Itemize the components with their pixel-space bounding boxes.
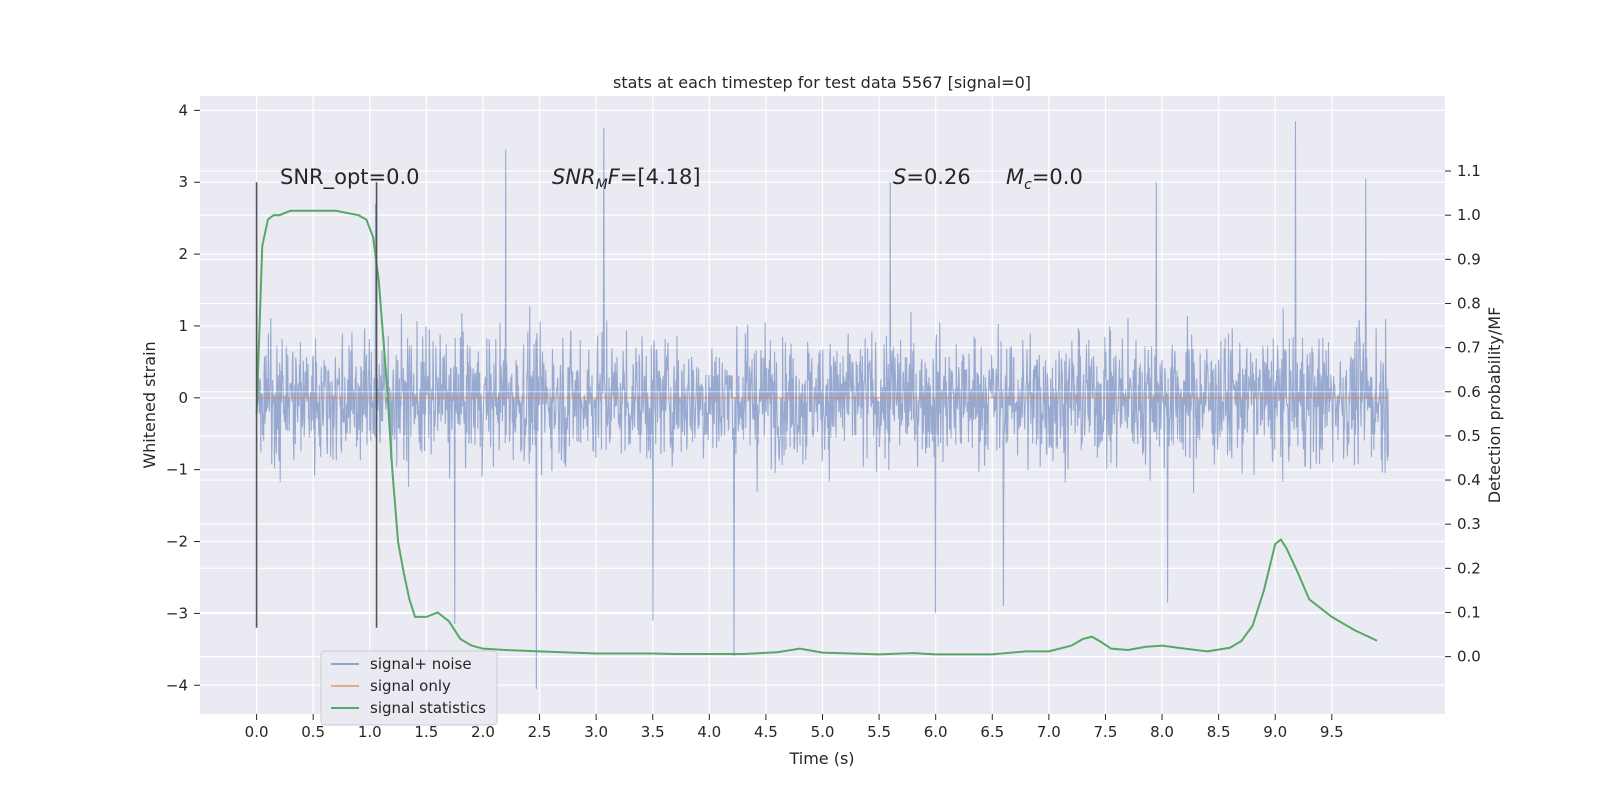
y2-tick-label: 0.9 (1457, 250, 1481, 268)
y2-tick-label: 0.6 (1457, 383, 1481, 401)
x-tick-label: 6.5 (980, 723, 1004, 741)
annotation-mc-prefix: M (1006, 165, 1024, 189)
y2-tick-label: 0.5 (1457, 427, 1481, 445)
x-tick-label: 9.0 (1263, 723, 1287, 741)
annotation-s-suffix: =0.26 (906, 165, 970, 189)
y2-tick-label: 1.1 (1457, 162, 1481, 180)
y2-tick-label: 0.2 (1457, 559, 1481, 577)
x-tick-label: 5.0 (811, 723, 835, 741)
annotation-mc-sub: c (1024, 177, 1032, 193)
x-tick-label: 3.5 (641, 723, 665, 741)
y2-tick-label: 0.1 (1457, 603, 1481, 621)
y-tick-label: −1 (166, 461, 188, 479)
y-tick-label: 4 (178, 101, 188, 119)
y2-tick-label: 1.0 (1457, 206, 1481, 224)
chart-title: stats at each timestep for test data 556… (613, 73, 1031, 92)
x-tick-label: 4.0 (697, 723, 721, 741)
signal-noise-line (256, 121, 1389, 689)
y-tick-label: −2 (166, 533, 188, 551)
y2-axis-title: Detection probability/MF (1485, 307, 1504, 504)
annotation-mc: Mc=0.0 (1006, 165, 1083, 193)
y-tick-label: 1 (178, 317, 188, 335)
y-tick-label: 2 (178, 245, 188, 263)
y2-tick-label: 0.4 (1457, 471, 1481, 489)
x-axis-title: Time (s) (788, 749, 854, 768)
y-tick-label: 0 (178, 389, 188, 407)
x-tick-label: 5.5 (867, 723, 891, 741)
x-tick-label: 2.5 (528, 723, 552, 741)
annotation-mc-suffix: =0.0 (1032, 165, 1083, 189)
x-tick-label: 6.0 (924, 723, 948, 741)
legend-label-signal-only: signal only (370, 677, 451, 695)
legend-label-signal-noise: signal+ noise (370, 655, 472, 673)
x-axis-ticks: 0.0 0.5 1.0 1.5 2.0 2.5 3.0 3.5 4.0 4.5 5.0 5.5 6.0 6… (245, 714, 1344, 741)
x-tick-label: 1.0 (358, 723, 382, 741)
series-signal-noise (256, 121, 1389, 689)
legend: signal+ noise signal only signal statist… (320, 650, 498, 726)
y-tick-label: 3 (178, 173, 188, 191)
x-tick-label: 2.0 (471, 723, 495, 741)
annotation-snr-mf-prefix: SNR (552, 165, 596, 189)
annotation-snr-opt: SNR_opt=0.0 (280, 165, 420, 190)
y2-axis-ticks: 0.0 0.1 0.2 0.3 0.4 0.5 0.6 0.7 0.8 0.9 1.0 1.1 (1445, 162, 1481, 666)
x-tick-label: 4.5 (754, 723, 778, 741)
x-tick-label: 8.0 (1150, 723, 1174, 741)
series-signal-statistics (255, 209, 1378, 656)
y-tick-label: −4 (166, 676, 188, 694)
legend-label-signal-statistics: signal statistics (370, 699, 486, 717)
x-tick-label: 0.0 (245, 723, 269, 741)
x-tick-label: 0.5 (301, 723, 325, 741)
vertical-markers (255, 182, 378, 628)
x-tick-label: 7.5 (1094, 723, 1118, 741)
y2-tick-label: 0.0 (1457, 648, 1481, 666)
annotation-s: S=0.26 (893, 165, 971, 189)
x-tick-label: 1.5 (414, 723, 438, 741)
y2-tick-label: 0.7 (1457, 339, 1481, 357)
y-axis-title: Whitened strain (140, 341, 159, 468)
y-axis-ticks: −4 −3 −2 −1 0 1 2 3 4 (166, 101, 200, 694)
annotation-snr-mf: SNRMF=[4.18] (552, 165, 701, 193)
x-tick-label: 9.5 (1320, 723, 1344, 741)
x-tick-label: 8.5 (1207, 723, 1231, 741)
y2-tick-label: 0.3 (1457, 515, 1481, 533)
annotation-snr-mf-f: F (608, 165, 621, 189)
x-tick-label: 3.0 (584, 723, 608, 741)
annotation-snr-mf-sub: M (596, 177, 608, 193)
signal-statistics-line (255, 209, 1378, 656)
y2-tick-label: 0.8 (1457, 294, 1481, 312)
legend-box (320, 650, 498, 726)
x-tick-label: 7.0 (1037, 723, 1061, 741)
annotation-snr-mf-suffix: =[4.18] (620, 165, 701, 189)
y-tick-label: −3 (166, 604, 188, 622)
annotation-s-prefix: S (893, 165, 906, 189)
